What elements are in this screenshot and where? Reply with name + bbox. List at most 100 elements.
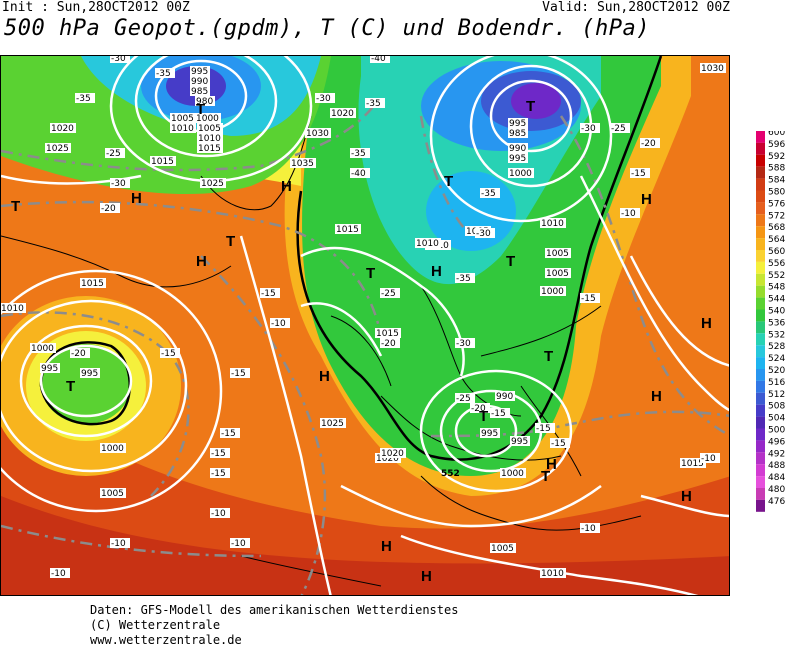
legend-level-label: 512 [768, 390, 785, 400]
low-pressure-center: T [479, 408, 488, 425]
legend-swatch [756, 345, 765, 358]
legend-swatch [756, 499, 765, 512]
svg-text:-30: -30 [111, 56, 126, 64]
isobar-label: 1015 [197, 143, 223, 154]
isobar-label: 990 [190, 76, 210, 87]
svg-text:-15: -15 [231, 369, 246, 379]
high-pressure-center: H [319, 368, 330, 385]
low-pressure-center: T [444, 173, 453, 190]
svg-text:-10: -10 [581, 524, 596, 534]
svg-text:1000: 1000 [101, 444, 124, 454]
svg-text:-10: -10 [211, 509, 226, 519]
isobar-label: 1005 [545, 268, 571, 279]
isobar-label: 990 [508, 143, 528, 154]
high-pressure-center: H [546, 456, 557, 473]
high-pressure-center: H [651, 388, 662, 405]
svg-text:1025: 1025 [46, 144, 69, 154]
isobar-label: 1015 [80, 278, 106, 289]
legend-swatch [756, 285, 765, 298]
isotherm-label: -35 [155, 68, 175, 79]
isotherm-label: -10 [700, 453, 720, 464]
footer-copyright: (C) Wetterzentrale [90, 618, 221, 632]
svg-text:1025: 1025 [321, 419, 344, 429]
svg-text:1005: 1005 [198, 124, 221, 134]
legend-level-label: 600 [768, 131, 785, 138]
footer-website-link[interactable]: www.wetterzentrale.de [90, 633, 242, 647]
svg-text:1010: 1010 [1, 304, 24, 314]
legend-level-label: 492 [768, 449, 785, 459]
isotherm-label: -30 [475, 228, 495, 239]
svg-text:-20: -20 [471, 404, 486, 414]
svg-text:-15: -15 [581, 294, 596, 304]
legend-swatch [756, 154, 765, 167]
isobar-label: 1005 [100, 488, 126, 499]
color-legend: 600 596 592 588 584 580 576 572 568 564 560 556 552 5… [756, 128, 790, 521]
svg-text:-35: -35 [351, 149, 366, 159]
low-pressure-center: T [366, 265, 375, 282]
legend-level-label: 596 [768, 140, 785, 150]
svg-text:-25: -25 [381, 289, 396, 299]
svg-text:985: 985 [191, 87, 208, 97]
legend-level-label: 504 [768, 414, 785, 424]
isotherm-label: -20 [380, 338, 400, 349]
legend-level-label: 488 [768, 461, 785, 471]
isotherm-label: -25 [455, 393, 475, 404]
legend-swatch [756, 440, 765, 453]
legend-swatch [756, 380, 765, 393]
svg-text:1015: 1015 [198, 144, 221, 154]
isotherm-label: -10 [210, 508, 230, 519]
svg-text:-30: -30 [456, 339, 471, 349]
isobar-label: 1005 [170, 113, 196, 124]
isotherm-label: -10 [620, 208, 640, 219]
low-pressure-center: T [226, 233, 235, 250]
svg-text:-35: -35 [481, 189, 496, 199]
svg-text:-25: -25 [611, 124, 626, 134]
svg-text:990: 990 [509, 144, 526, 154]
svg-text:1020: 1020 [376, 454, 399, 464]
svg-text:1025: 1025 [201, 179, 224, 189]
high-pressure-center: H [641, 191, 652, 208]
legend-level-label: 528 [768, 342, 785, 352]
high-pressure-center: H [131, 190, 142, 207]
isobar-label: 1015 [680, 458, 706, 469]
legend-swatch [756, 428, 765, 441]
isobar-label: 1020 [330, 108, 356, 119]
isotherm-label: -25 [610, 123, 630, 134]
svg-text:990: 990 [496, 392, 513, 402]
svg-text:995: 995 [511, 437, 528, 447]
isotherm-label: -40 [370, 56, 390, 64]
isotherm-label: -30 [110, 178, 130, 189]
legend-swatch [756, 178, 765, 191]
legend-swatch [756, 476, 765, 488]
isobar-label: 1005 [545, 248, 571, 259]
svg-text:-35: -35 [76, 94, 91, 104]
isotherm-label: -30 [455, 338, 475, 349]
legend-swatch [756, 273, 765, 286]
contour-value-label: 552 [441, 469, 460, 479]
legend-level-label: 516 [768, 378, 785, 388]
isobar-label: 990 [495, 391, 515, 402]
svg-text:-10: -10 [271, 319, 286, 329]
isotherm-label: -40 [350, 168, 370, 179]
isobar-label: 1035 [290, 158, 316, 169]
isotherm-label: -20 [70, 348, 90, 359]
svg-text:995: 995 [191, 67, 208, 77]
svg-text:-20: -20 [641, 139, 656, 149]
isobar-label: 1000 [540, 286, 566, 297]
svg-text:1010: 1010 [198, 134, 221, 144]
legend-swatch [756, 464, 765, 477]
legend-swatch [756, 404, 765, 417]
low-pressure-center: T [544, 348, 553, 365]
svg-text:995: 995 [509, 119, 526, 129]
legend-level-label: 572 [768, 211, 785, 221]
svg-text:1035: 1035 [291, 159, 314, 169]
svg-text:1005: 1005 [171, 114, 194, 124]
svg-text:1015: 1015 [681, 459, 704, 469]
legend-swatch [756, 416, 765, 429]
init-time: Init : Sun,28OCT2012 00Z [2, 0, 190, 15]
legend-level-label: 588 [768, 164, 785, 174]
svg-text:-10: -10 [51, 569, 66, 579]
isobar-label: 1000 [100, 443, 126, 454]
svg-text:-30: -30 [476, 229, 491, 239]
svg-text:1010: 1010 [171, 124, 194, 134]
